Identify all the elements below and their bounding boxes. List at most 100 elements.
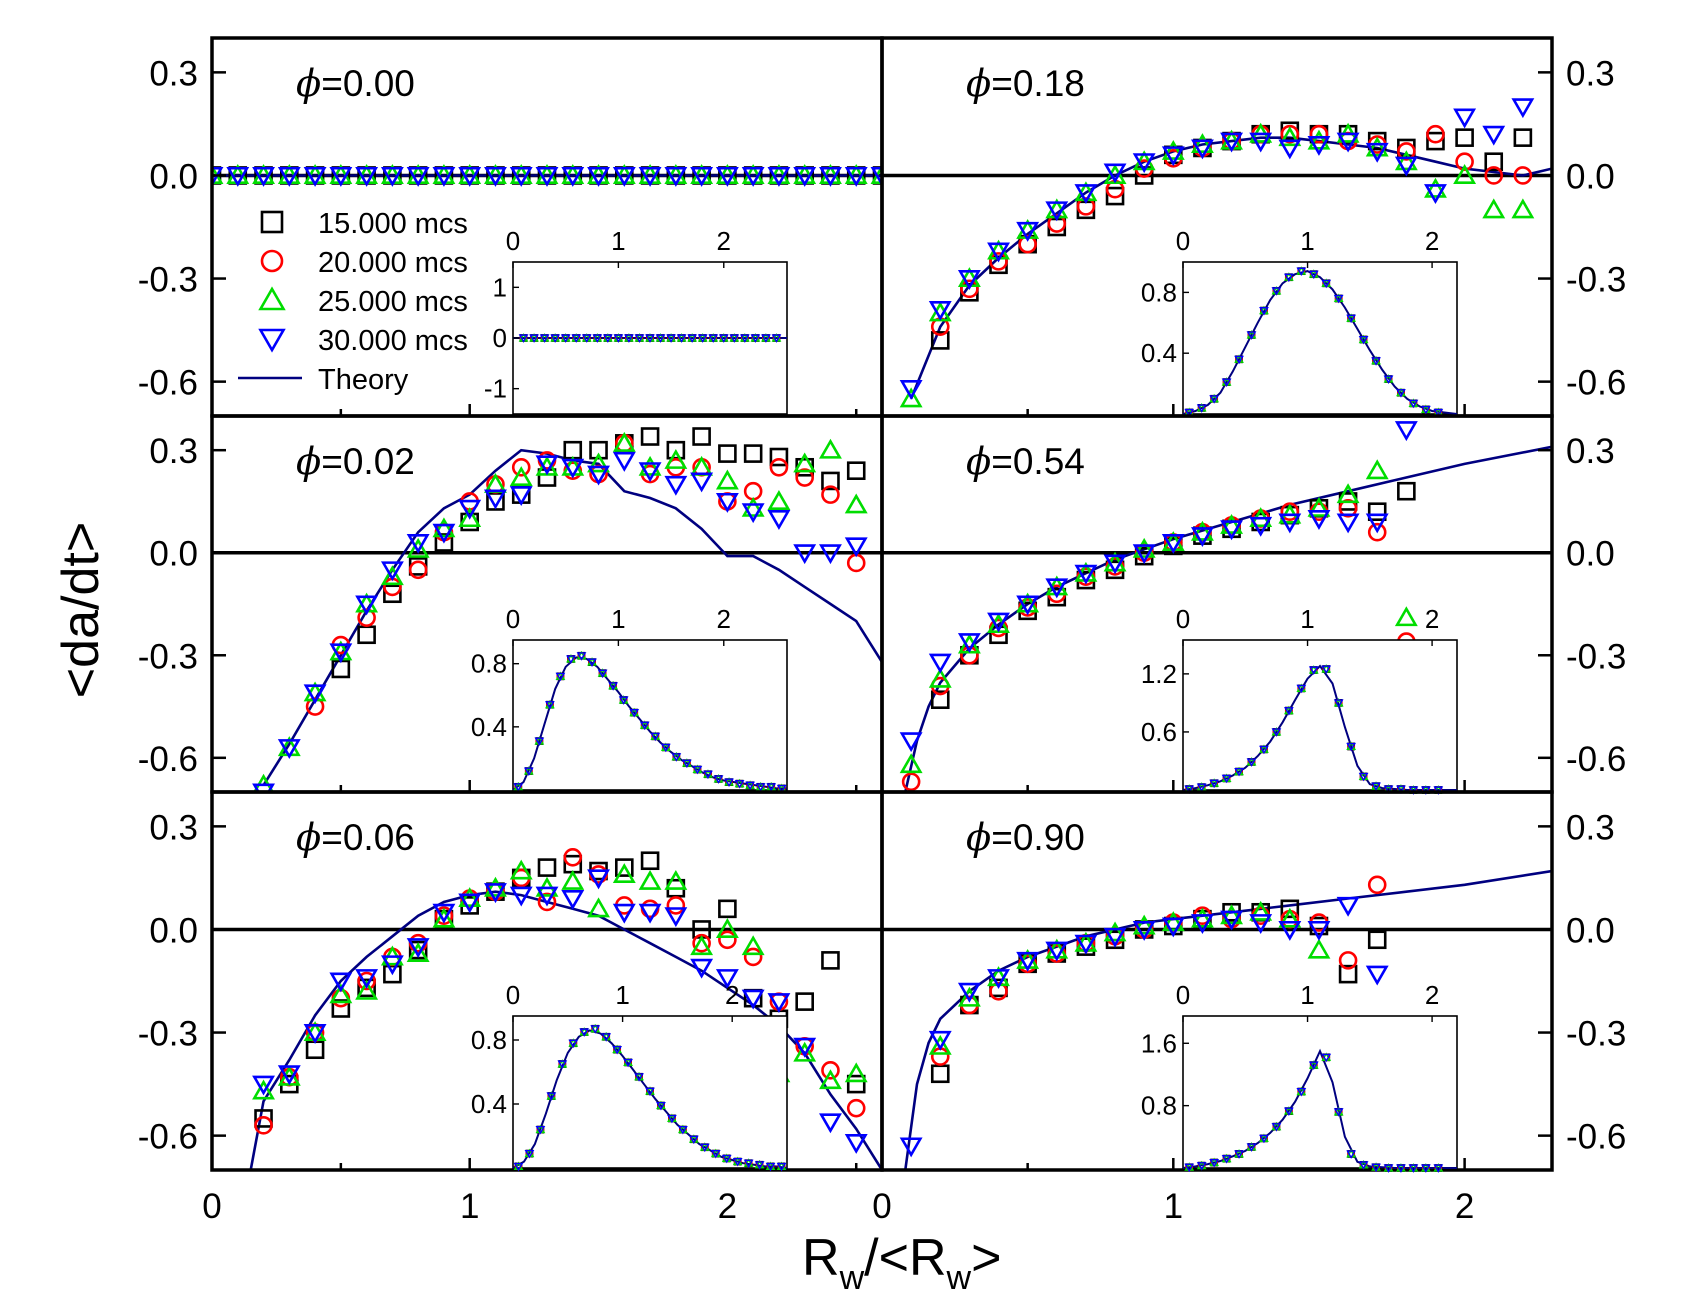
data-point xyxy=(638,903,662,924)
data-point xyxy=(1307,129,1331,150)
inset-data-point xyxy=(1296,684,1307,694)
inset-data-point xyxy=(1283,273,1294,283)
data-point xyxy=(1513,166,1533,185)
inset-data-point xyxy=(624,334,634,343)
inset-data-point xyxy=(688,1135,699,1145)
inset-data-point xyxy=(1346,742,1357,752)
data-point xyxy=(743,444,763,463)
y-tick-label: -0.3 xyxy=(138,261,198,300)
inset-data-point xyxy=(529,334,539,343)
inset-data-point xyxy=(1396,389,1406,398)
inset-x-tick-label: 1 xyxy=(1300,226,1314,256)
data-point xyxy=(535,886,559,907)
panel-right-middle: 0.3 0.0 -0.3 -0.6 ϕ=0.54 0 1 2 1.2 0.6 xyxy=(880,414,1626,795)
data-point xyxy=(484,876,507,897)
plot-area xyxy=(212,847,882,1170)
data-point xyxy=(252,783,275,792)
data-point xyxy=(1394,150,1418,171)
inset-data-point xyxy=(518,334,529,343)
data-point xyxy=(1336,896,1360,917)
data-point xyxy=(795,468,814,487)
data-point xyxy=(1220,904,1244,925)
inset-data-point xyxy=(1283,1107,1294,1117)
inset-data-point xyxy=(708,334,719,343)
inset-data-point xyxy=(1246,331,1257,340)
data-point xyxy=(1074,564,1098,585)
y-tick-label: 0.0 xyxy=(149,535,198,574)
inset-data-point xyxy=(766,783,777,792)
data-point xyxy=(1511,198,1535,219)
data-point xyxy=(561,166,585,187)
inset-points xyxy=(1184,266,1444,418)
data-point xyxy=(1016,951,1040,972)
data-point xyxy=(1338,951,1358,970)
y-tick-label: 0.0 xyxy=(1566,911,1615,950)
inset-y-tick-label: 0.8 xyxy=(471,1025,507,1055)
data-point xyxy=(535,455,559,476)
legend-marker xyxy=(258,286,286,311)
phi-symbol: ϕ xyxy=(296,816,321,859)
data-point xyxy=(819,166,842,187)
data-point xyxy=(329,643,353,664)
data-point xyxy=(715,166,739,187)
data-point xyxy=(821,951,840,970)
data-point xyxy=(1484,152,1504,172)
panel-right-top: 0.3 0.0 -0.3 -0.6 ϕ=0.18 0 1 2 0.8 0.4 xyxy=(880,36,1626,418)
y-tick-label: -0.6 xyxy=(1566,1118,1626,1157)
plot-area xyxy=(882,869,1552,1170)
data-point xyxy=(1336,132,1360,153)
data-point xyxy=(741,935,765,956)
data-point xyxy=(819,438,842,459)
panel-frame xyxy=(880,790,1554,1172)
data-point xyxy=(355,166,379,187)
data-point xyxy=(1278,920,1302,941)
data-point xyxy=(718,930,737,950)
data-point xyxy=(957,270,981,290)
inset-data-point xyxy=(1184,1163,1195,1173)
data-point xyxy=(1280,502,1300,522)
inset-data-point xyxy=(1308,1061,1319,1071)
legend-label: Theory xyxy=(318,364,409,396)
x-tick-label: 1 xyxy=(1164,1187,1183,1226)
inset-data-point xyxy=(660,743,671,753)
data-point xyxy=(930,690,950,710)
data-point xyxy=(1455,128,1474,147)
inset-data-point xyxy=(1383,375,1394,384)
data-point xyxy=(612,431,636,452)
data-point xyxy=(715,918,739,938)
data-point xyxy=(989,252,1008,271)
data-point xyxy=(355,979,379,1000)
inset-data-point xyxy=(732,1158,743,1167)
data-point xyxy=(793,1037,817,1058)
x-axis-label-end: > xyxy=(971,1229,1001,1287)
data-point xyxy=(872,166,882,185)
data-point xyxy=(1018,234,1037,254)
data-point xyxy=(930,1064,950,1084)
data-point xyxy=(1016,221,1040,242)
data-point xyxy=(1338,964,1358,984)
y-tick-label: -0.6 xyxy=(1566,364,1626,403)
data-point xyxy=(408,940,428,960)
inset-data-point xyxy=(718,334,729,343)
data-point xyxy=(329,983,353,1004)
data-point xyxy=(767,993,791,1014)
phi-label: ϕ=0.00 xyxy=(296,62,415,105)
phi-symbol: ϕ xyxy=(966,816,991,859)
data-point xyxy=(458,499,482,520)
data-point xyxy=(380,955,404,976)
inset-data-point xyxy=(1308,270,1319,280)
phi-label: ϕ=0.90 xyxy=(966,816,1085,859)
inset-data-point xyxy=(534,737,545,746)
x-tick-label: 0 xyxy=(872,1187,891,1226)
phi-value: =0.90 xyxy=(991,817,1085,858)
data-point xyxy=(458,893,482,914)
data-point xyxy=(1513,128,1533,147)
data-point xyxy=(1132,153,1156,174)
inset-data-point xyxy=(1433,408,1444,418)
data-point xyxy=(846,1098,866,1118)
inset-data-point xyxy=(1271,728,1282,737)
y-tick-label: -0.3 xyxy=(138,1015,198,1054)
inset-data-point xyxy=(1196,1162,1207,1171)
inset-data-point xyxy=(655,334,666,343)
inset-data-point xyxy=(1408,1164,1419,1173)
